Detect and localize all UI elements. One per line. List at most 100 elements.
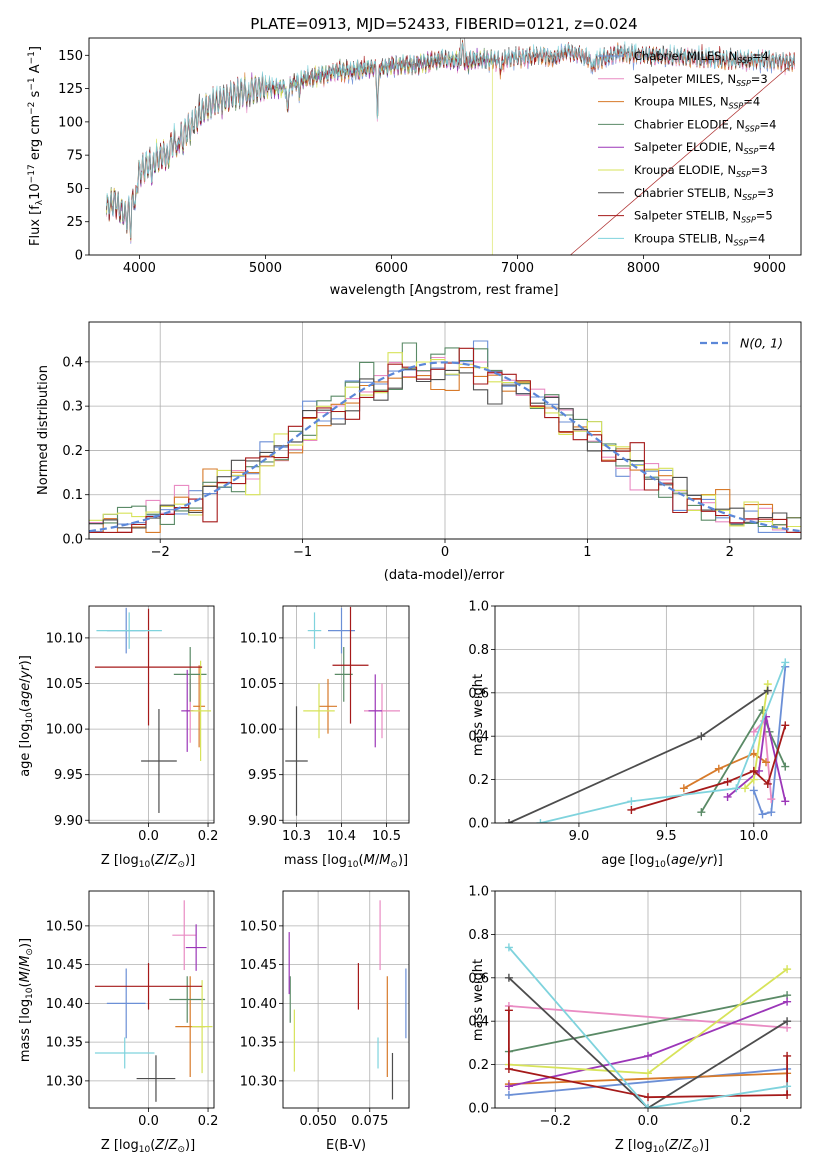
weight_vs_Z-x-tick-label-1: 0.0	[638, 1114, 659, 1129]
spectrum-y-axis-label: Flux [fλ10−17 erg cm−2 s−1 A−1]	[27, 46, 45, 246]
spectrum-x-tick-label-0: 4000	[123, 261, 156, 276]
weight_vs_Z-marker-4-2	[783, 997, 792, 1006]
legend-label-1: Salpeter MILES, NSSP=3	[634, 72, 768, 88]
weight_vs_Z-series-0	[508, 1068, 788, 1096]
mass_vs_Z-errorbar-3	[169, 976, 206, 1023]
weight-vs-age-y-axis-label: mass weight	[471, 674, 486, 756]
weight_vs_age-y-tick-label-2: 0.4	[468, 730, 489, 745]
weight_vs_age-series-0	[752, 666, 787, 816]
age_vs_mass-errorbar-7	[332, 606, 369, 724]
spectrum-y-tick-label-1: 25	[66, 215, 83, 230]
spectrum-y-tick-label-4: 100	[58, 115, 83, 130]
weight-vs-age-panel: age [log10(age/yr)] mass weight 9.0 9.5 10…	[468, 600, 802, 870]
age_vs_mass-errorbar-4	[368, 674, 382, 748]
weight_vs_age-series-8	[540, 662, 787, 823]
age-vs-mass-x-axis-label: mass [log10(M/M⊙)]	[284, 853, 408, 870]
mass_vs_Z-y-tick-label-4: 10.50	[46, 919, 83, 934]
legend-label-7: Salpeter STELIB, NSSP=5	[634, 209, 773, 225]
weight-vs-z-x-axis-label: Z [log10(Z/Z⊙)]	[615, 1138, 709, 1155]
weight_vs_Z-marker-0-0	[504, 1090, 513, 1099]
weight_vs_age-marker-2-0	[679, 784, 688, 793]
mass_vs_Z-errorbar-0	[106, 968, 146, 1039]
mass_vs_Z-x-tick-label-0: 0.0	[138, 1114, 159, 1129]
weight_vs_Z-marker-8-1	[644, 1104, 652, 1108]
weight_vs_age-plot-area	[504, 658, 790, 823]
mass_vs_Z-errorbar-1	[172, 900, 197, 971]
weight_vs_Z-y-tick-label-5: 1.0	[468, 885, 489, 900]
weight_vs_age-marker-5-1	[749, 775, 758, 784]
residuals-y-tick-label-0: 0.0	[62, 533, 83, 548]
weight_vs_Z-ticks	[491, 890, 742, 1112]
mass_vs_EBV-y-tick-label-0: 10.30	[240, 1074, 277, 1089]
weight_vs_age-marker-1-2	[767, 795, 776, 804]
weight_vs_Z-marker-5-1	[644, 1069, 652, 1078]
spectrum-panel: PLATE=0913, MJD=52433, FIBERID=0121, z=0…	[27, 15, 802, 298]
legend-label-0: Chabrier MILES, NSSP=4	[634, 49, 769, 65]
weight_vs_Z-marker-4-0	[504, 1082, 513, 1091]
legend-label-8: Kroupa STELIB, NSSP=4	[634, 231, 765, 247]
mass_vs_Z-y-tick-label-0: 10.30	[46, 1074, 83, 1089]
mass_vs_EBV-y-tick-label-3: 10.45	[240, 958, 277, 973]
age-vs-z-x-axis-label: Z [log10(Z/Z⊙)]	[101, 853, 195, 870]
age_vs_mass-ticks	[279, 637, 387, 827]
weight_vs_age-marker-3-1	[758, 706, 767, 715]
age_vs_mass-y-tick-label-0: 9.90	[248, 814, 277, 829]
weight_vs_Z-marker-6-2	[783, 1017, 792, 1026]
weight-vs-z-y-axis-label: mass weight	[471, 959, 486, 1041]
weight_vs_age-marker-4-0	[723, 792, 732, 801]
mass_vs_Z-errorbar-7	[94, 963, 203, 1010]
spectrum-y-tick-label-6: 150	[58, 49, 83, 64]
weight_vs_Z-y-tick-label-3: 0.6	[468, 971, 489, 986]
age_vs_mass-y-tick-label-2: 10.00	[240, 723, 277, 738]
weight_vs_Z-y-tick-label-2: 0.4	[468, 1015, 489, 1030]
age-vs-mass-panel: mass [log10(M/M⊙)] 10.3 10.4 10.5 9.90 9.95 1…	[240, 605, 410, 870]
weight_vs_age-marker-7-2	[749, 766, 758, 775]
weight_vs_age-marker-6-1	[697, 732, 706, 741]
weight_vs_Z-y-tick-label-0: 0.0	[468, 1102, 489, 1117]
age_vs_Z-plot-area	[94, 607, 212, 813]
spectrum-ticks	[85, 54, 770, 259]
weight_vs_age-y-tick-label-4: 0.8	[468, 643, 489, 658]
age_vs_mass-frame	[282, 605, 410, 824]
weight_vs_Z-marker-4-1	[644, 1051, 652, 1060]
age_vs_mass-x-tick-label-1: 10.4	[327, 829, 356, 844]
weight_vs_Z-marker-6-0	[504, 973, 513, 982]
residual-x-axis-label: (data-model)/error	[384, 568, 505, 583]
age_vs_Z-grid	[89, 606, 214, 823]
age_vs_mass-y-tick-label-4: 10.10	[240, 631, 277, 646]
age_vs_mass-errorbar-5	[303, 683, 335, 739]
age_vs_Z-y-tick-label-4: 10.10	[46, 631, 83, 646]
mass_vs_EBV-y-tick-label-1: 10.35	[240, 1036, 277, 1051]
weight_vs_age-x-tick-label-0: 9.0	[569, 829, 590, 844]
mass_vs_EBV-ticks	[279, 925, 371, 1112]
mass_vs_EBV-grid	[283, 891, 409, 1108]
legend-label-4: Salpeter ELODIE, NSSP=4	[634, 140, 775, 156]
mass_vs_Z-ticks	[85, 925, 209, 1112]
mass_vs_EBV-y-tick-label-2: 10.40	[240, 997, 277, 1012]
weight_vs_age-marker-7-3	[763, 779, 772, 788]
mass_vs_Z-y-tick-label-3: 10.45	[46, 958, 83, 973]
weight_vs_age-y-tick-label-1: 0.2	[468, 773, 489, 788]
weight_vs_age-marker-8-3	[781, 658, 790, 667]
weight_vs_age-marker-3-3	[781, 762, 790, 771]
weight-vs-metallicity-panel: Z [log10(Z/Z⊙)] mass weight −0.2 0.0 0.2 0.…	[468, 885, 802, 1155]
age_vs_Z-errorbar-2	[193, 665, 206, 748]
mass-vs-extinction-panel: E(B-V) 0.050 0.075 10.30 10.35 10.40 10.45 10.…	[240, 890, 410, 1153]
weight_vs_age-marker-7-4	[781, 721, 790, 730]
weight_vs_age-marker-5-0	[741, 784, 750, 793]
residuals-x-tick-label-1: −1	[293, 545, 312, 560]
age_vs_Z-frame	[88, 605, 215, 824]
weight_vs_age-y-tick-label-3: 0.6	[468, 686, 489, 701]
mass_vs_EBV-plot-area	[288, 900, 407, 1100]
weight_vs_Z-x-tick-label-0: −0.2	[539, 1114, 571, 1129]
spectrum-x-tick-label-4: 8000	[627, 261, 660, 276]
age_vs_Z-errorbar-7	[94, 608, 203, 726]
mass_vs_Z-errorbar-4	[185, 924, 207, 971]
weight_vs_Z-series-2	[508, 1072, 788, 1085]
weight_vs_Z-series-1	[508, 1005, 788, 1029]
legend-label-6: Chabrier STELIB, NSSP=3	[634, 186, 774, 202]
weight_vs_Z-marker-7-4	[783, 1051, 792, 1060]
spectrum-y-tick-label-2: 50	[66, 182, 83, 197]
weight_vs_age-x-tick-label-2: 10.0	[739, 829, 768, 844]
age_vs_Z-errorbar-8	[96, 612, 162, 649]
